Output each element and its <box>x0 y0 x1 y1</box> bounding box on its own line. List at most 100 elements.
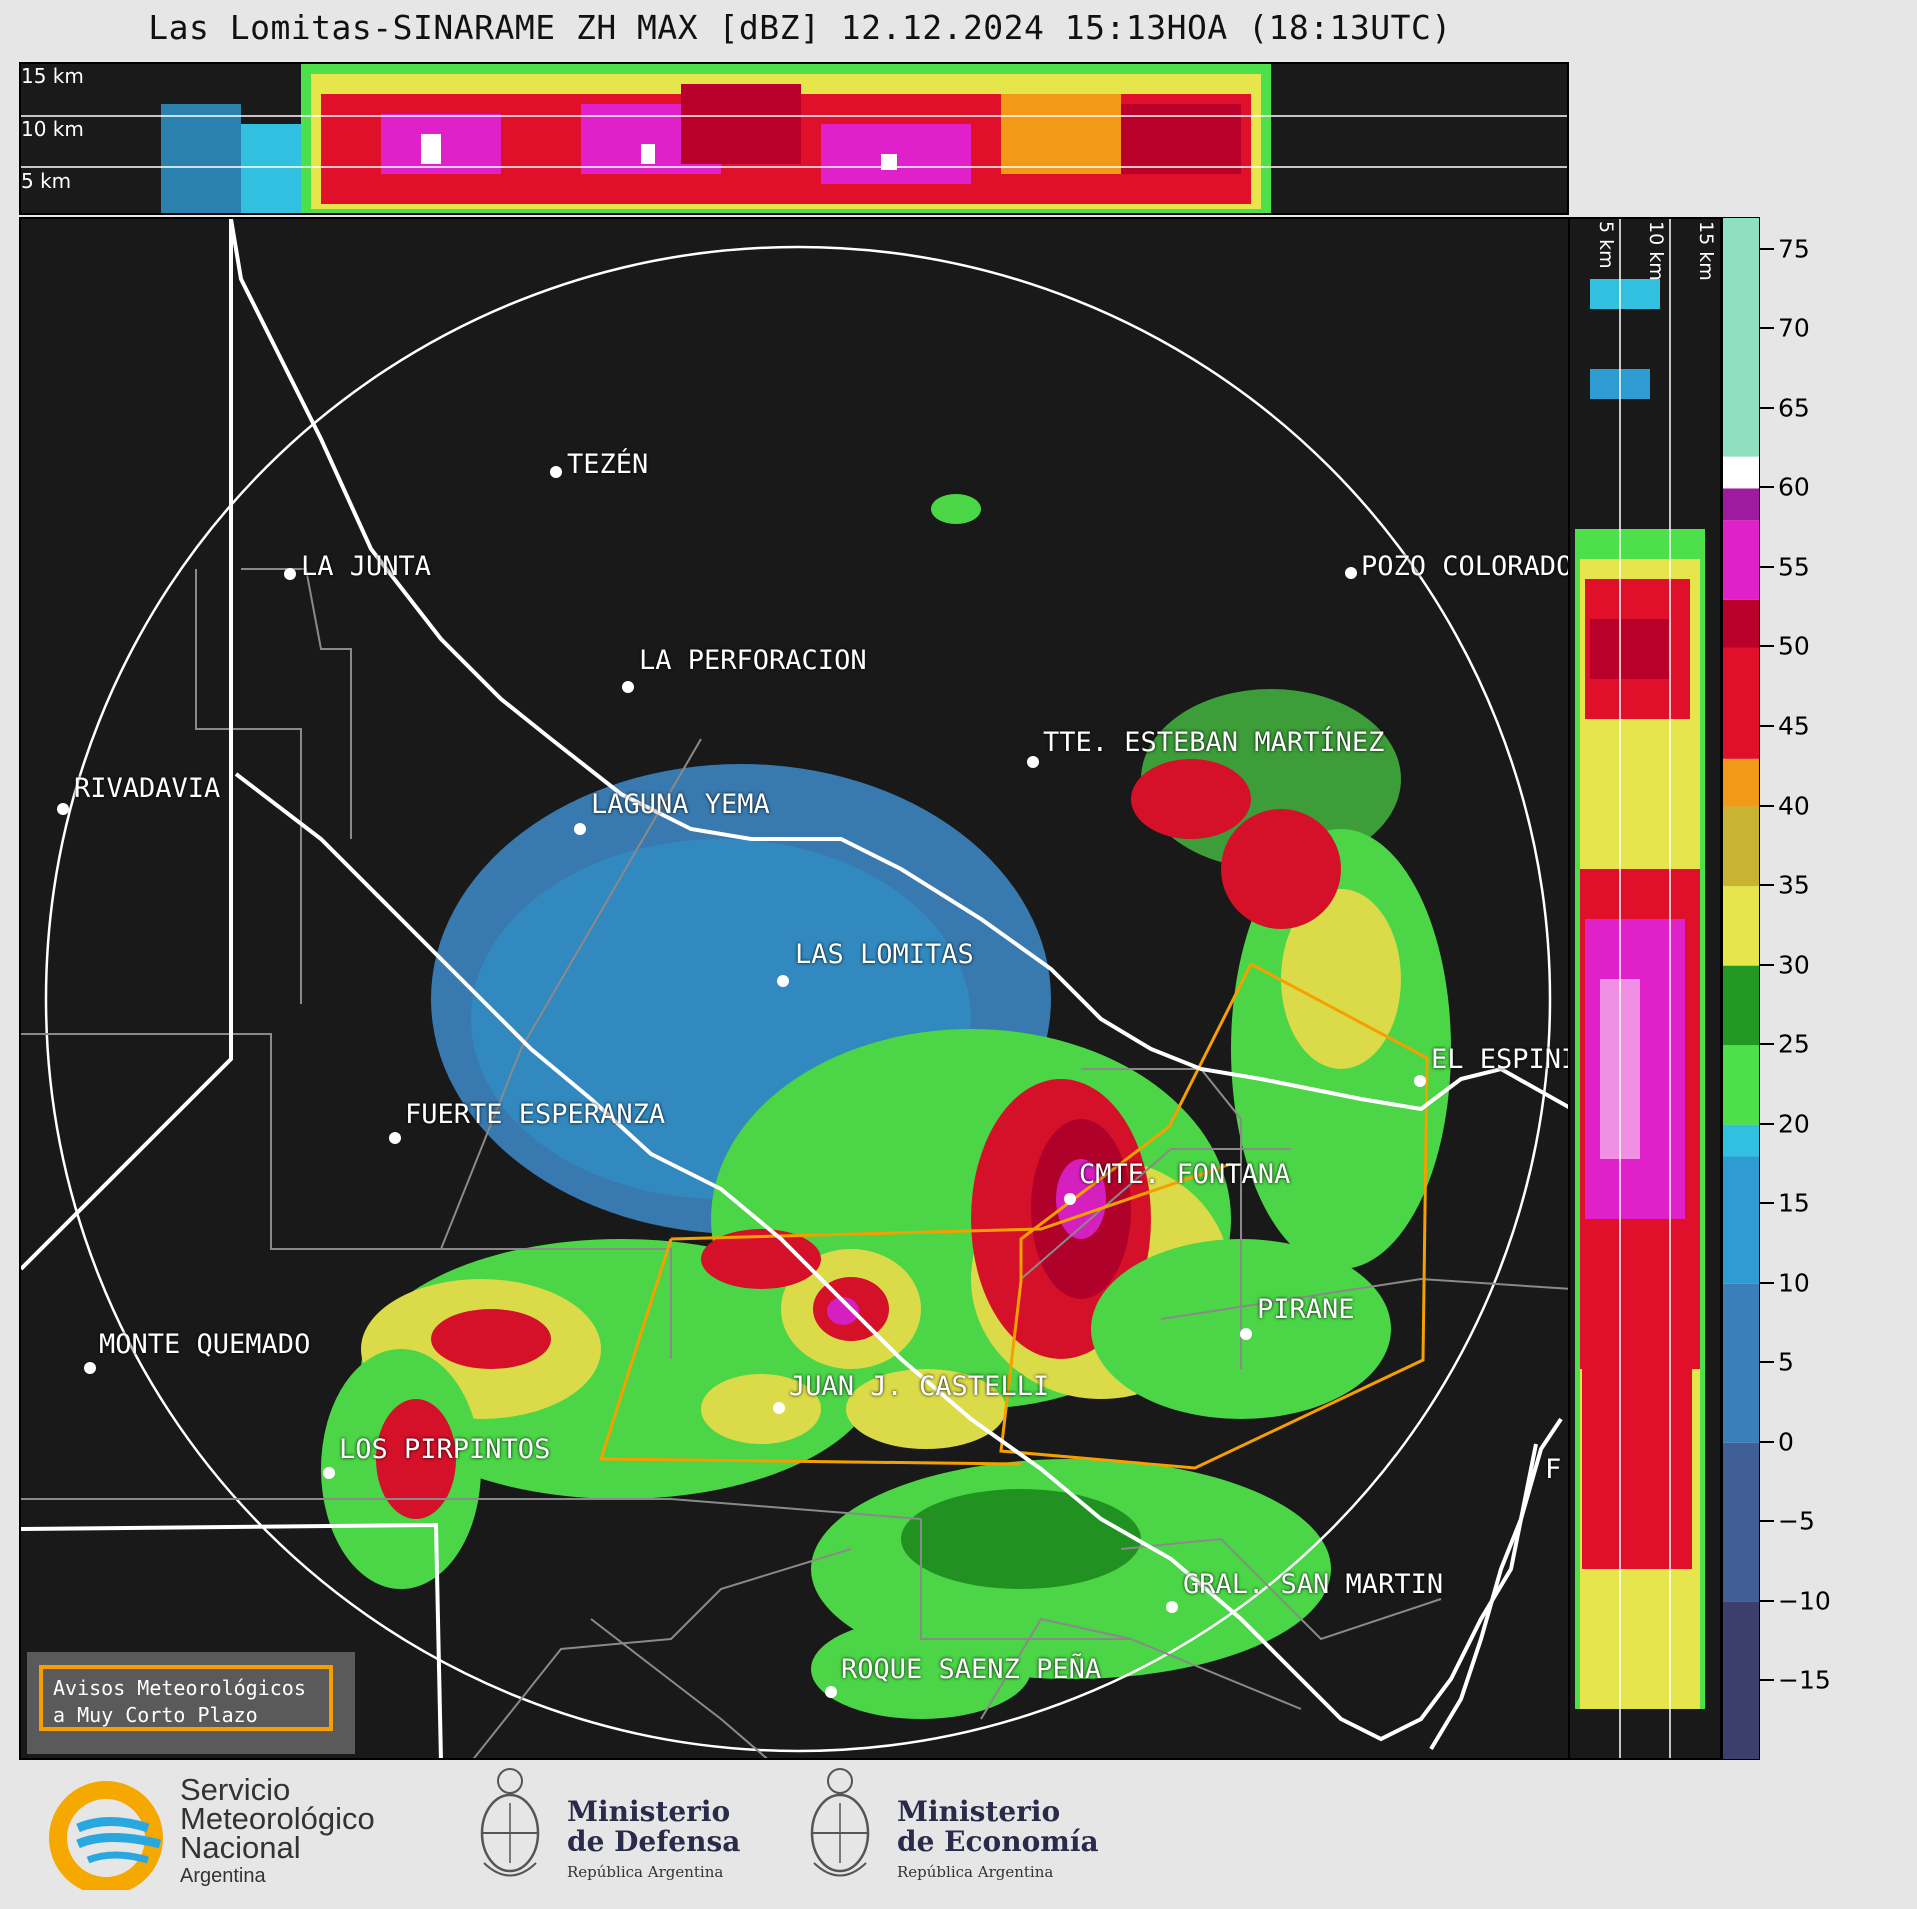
colorbar-segment <box>1723 1156 1759 1284</box>
city-label-juan-j-castelli: JUAN J. CASTELLI <box>789 1371 1050 1402</box>
city-label-pozo-colorado: POZO COLORADO <box>1361 551 1570 582</box>
defensa-line-1: Ministerio <box>567 1795 731 1828</box>
coat-of-arms-economia-icon <box>810 1768 870 1877</box>
radar-map-drawing <box>21 219 1568 1758</box>
city-dot-pirane[interactable] <box>1240 1328 1252 1340</box>
warning-polygons <box>598 962 1429 1470</box>
avisos-box[interactable]: Avisos Meteorológicos a Muy Corto Plazo <box>27 1652 355 1754</box>
city-dot-roque-saenz-pena[interactable] <box>825 1686 837 1698</box>
colorbar-tick-mark <box>1760 1122 1774 1125</box>
right-cross-section-panel: 5 km 10 km 15 km <box>1570 217 1722 1760</box>
city-label-tte-esteban-martinez: TTE. ESTEBAN MARTÍNEZ <box>1043 727 1385 758</box>
avisos-line-1: Avisos Meteorológicos <box>53 1676 306 1700</box>
city-dot-rivadavia[interactable] <box>57 803 69 815</box>
city-label-las-lomitas: LAS LOMITAS <box>795 939 974 970</box>
colorbar-tick-label: 25 <box>1778 1029 1810 1059</box>
colorbar-segment <box>1723 647 1759 759</box>
colorbar-segment <box>1723 1283 1759 1443</box>
smn-line-2: Meteorológico <box>180 1801 375 1836</box>
colorbar-segment <box>1723 218 1759 457</box>
city-dot-la-perforacion[interactable] <box>622 681 634 693</box>
colorbar-tick-mark <box>1760 1520 1774 1523</box>
footer <box>0 1760 1917 1909</box>
city-label-edge-f: F <box>1545 1454 1562 1485</box>
colorbar-tick-label: 15 <box>1778 1188 1810 1218</box>
city-dot-el-espinillo[interactable] <box>1414 1075 1426 1087</box>
colorbar-tick-label: 75 <box>1778 234 1810 264</box>
top-cross-section-echoes <box>21 64 1567 213</box>
right-height-label-15km: 15 km <box>1695 221 1717 281</box>
city-dot-la-junta[interactable] <box>284 568 296 580</box>
city-dot-las-lomitas[interactable] <box>777 975 789 987</box>
radar-range-circle <box>44 245 1552 1753</box>
city-dot-los-pirpintos[interactable] <box>323 1467 335 1479</box>
province-borders <box>21 219 1568 1758</box>
defensa-line-3: República Argentina <box>567 1863 724 1881</box>
city-dot-laguna-yema[interactable] <box>574 823 586 835</box>
city-dot-tezen[interactable] <box>550 466 562 478</box>
colorbar-tick-label: 30 <box>1778 950 1810 980</box>
colorbar-tick-label: 35 <box>1778 870 1810 900</box>
right-cross-section-echoes <box>1575 219 1705 1758</box>
top-height-label-15km: 15 km <box>21 64 84 88</box>
right-height-label-5km: 5 km <box>1595 221 1617 269</box>
colorbar-segment <box>1723 758 1759 807</box>
coat-of-arms-defensa-icon <box>480 1768 540 1877</box>
economia-line-1: Ministerio <box>897 1795 1061 1828</box>
city-dot-pozo-colorado[interactable] <box>1345 567 1357 579</box>
colorbar-tick-mark <box>1760 1361 1774 1364</box>
colorbar-tick-label: 55 <box>1778 552 1810 582</box>
colorbar-segment <box>1723 1124 1759 1157</box>
colorbar-segment <box>1723 965 1759 1046</box>
department-borders <box>21 568 1568 1758</box>
city-label-la-junta: LA JUNTA <box>301 551 432 582</box>
avisos-box-frame: Avisos Meteorológicos a Muy Corto Plazo <box>39 1665 333 1731</box>
colorbar-segment <box>1723 806 1759 887</box>
colorbar-tick-mark <box>1760 963 1774 966</box>
city-dot-monte-quemado[interactable] <box>84 1362 96 1374</box>
city-dot-tte-esteban-martinez[interactable] <box>1027 756 1039 768</box>
colorbar-segment <box>1723 456 1759 489</box>
top-height-label-5km: 5 km <box>21 169 72 193</box>
city-label-gral-san-martin: GRAL. SAN MARTIN <box>1183 1569 1444 1600</box>
radar-map-panel[interactable]: TEZÉN LA JUNTA POZO COLORADO LA PERFORAC… <box>19 217 1570 1760</box>
chart-title: Las Lomitas-SINARAME ZH MAX [dBZ] 12.12.… <box>148 8 1452 47</box>
city-dot-juan-j-castelli[interactable] <box>773 1402 785 1414</box>
colorbar-tick-label: 40 <box>1778 791 1810 821</box>
economia-line-3: República Argentina <box>897 1863 1054 1881</box>
colorbar-tick-mark <box>1760 247 1774 250</box>
colorbar-segment <box>1723 1442 1759 1602</box>
colorbar-tick-label: 10 <box>1778 1268 1810 1298</box>
colorbar-tick-mark <box>1760 565 1774 568</box>
colorbar-tick-mark <box>1760 645 1774 648</box>
city-label-rivadavia: RIVADAVIA <box>74 773 221 804</box>
colorbar-tick-label: −15 <box>1778 1665 1831 1695</box>
colorbar-tick-mark <box>1760 804 1774 807</box>
colorbar-tick-mark <box>1760 1440 1774 1443</box>
top-cross-section-panel: 15 km 10 km 5 km <box>19 62 1569 215</box>
colorbar-tick-mark <box>1760 884 1774 887</box>
defensa-wordmark: Ministerio de Defensa República Argentin… <box>567 1797 740 1887</box>
city-label-los-pirpintos: LOS PIRPINTOS <box>339 1434 551 1465</box>
colorbar-tick-label: 5 <box>1778 1347 1794 1377</box>
avisos-line-2: a Muy Corto Plazo <box>53 1703 258 1727</box>
smn-line-3: Nacional <box>180 1830 301 1865</box>
colorbar-tick-label: 0 <box>1778 1427 1794 1457</box>
city-dot-fuerte-esperanza[interactable] <box>389 1132 401 1144</box>
city-label-el-espinillo: EL ESPINILLO <box>1431 1044 1568 1075</box>
colorbar-tick-mark <box>1760 1679 1774 1682</box>
city-label-fuerte-esperanza: FUERTE ESPERANZA <box>405 1099 666 1130</box>
city-dot-gral-san-martin[interactable] <box>1166 1601 1178 1613</box>
city-label-tezen: TEZÉN <box>567 449 649 480</box>
radar-echoes <box>321 494 1451 1719</box>
colorbar-tick-mark <box>1760 1202 1774 1205</box>
city-dot-cmte-fontana[interactable] <box>1064 1193 1076 1205</box>
city-label-la-perforacion: LA PERFORACION <box>639 645 867 676</box>
colorbar-tick-mark <box>1760 1281 1774 1284</box>
colorbar-tick-mark <box>1760 1599 1774 1602</box>
colorbar-tick-mark <box>1760 327 1774 330</box>
colorbar-tick-mark <box>1760 486 1774 489</box>
colorbar-segment <box>1723 886 1759 966</box>
colorbar-tick-label: 45 <box>1778 711 1810 741</box>
colorbar-tick-label: 50 <box>1778 631 1810 661</box>
